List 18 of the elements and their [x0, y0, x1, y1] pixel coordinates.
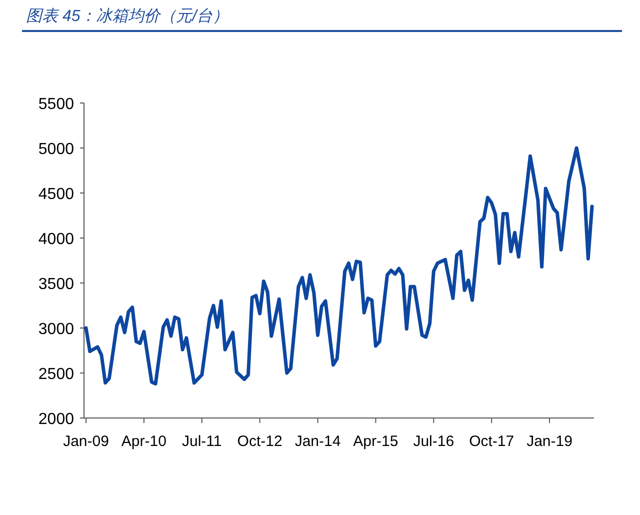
x-tick-label: Jan-19 [526, 433, 572, 450]
x-tick-label: Apr-15 [353, 433, 398, 450]
y-tick-label: 4000 [38, 231, 74, 248]
x-tick-label: Jan-09 [63, 433, 109, 450]
y-tick-label: 5000 [38, 141, 74, 158]
y-tick-label: 5500 [38, 96, 74, 113]
y-tick-label: 3000 [38, 321, 74, 338]
y-tick-label: 3500 [38, 276, 74, 293]
x-tick-label: Jul-16 [413, 433, 454, 450]
y-tick-label: 2500 [38, 366, 74, 383]
y-tick-label: 2000 [38, 411, 74, 428]
x-tick-label: Jul-11 [182, 433, 222, 450]
x-tick-label: Apr-10 [121, 433, 166, 450]
chart-title: 图表 45：冰箱均价（元/台） [26, 7, 229, 25]
y-tick-label: 4500 [38, 186, 74, 203]
x-tick-label: Oct-12 [237, 433, 282, 450]
x-tick-label: Oct-17 [469, 433, 514, 450]
x-tick-label: Jan-14 [294, 433, 341, 450]
